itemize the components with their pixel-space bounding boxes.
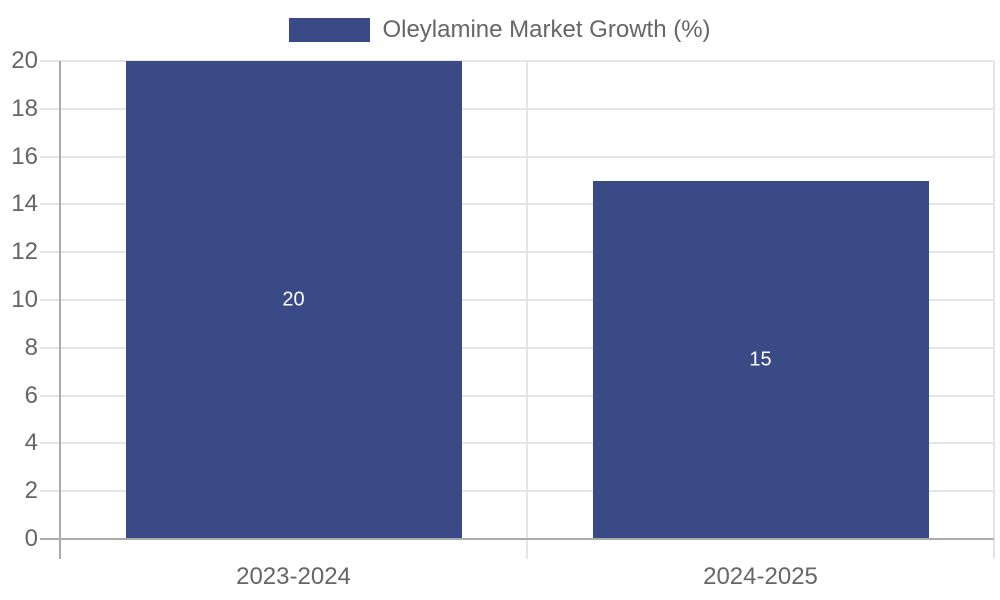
y-gridline [40,346,994,349]
legend-swatch [289,18,371,42]
y-axis-line [59,61,61,559]
bar-value-label: 20 [282,288,305,311]
x-tick-label: 2023-2024 [236,563,351,590]
category-boundary-gridline [526,61,528,559]
y-tick-label: 2 [24,477,38,505]
x-tick-label: 2024-2025 [703,563,818,590]
y-tick-label: 0 [24,525,38,552]
category-boundary-gridline [993,61,995,559]
y-gridline [40,203,994,206]
y-gridline [40,60,994,62]
legend[interactable]: Oleylamine Market Growth (%) [0,16,1000,44]
y-gridline [40,107,994,110]
y-tick-label: 10 [11,286,38,313]
x-axis-line [40,538,994,540]
legend-label: Oleylamine Market Growth (%) [382,16,711,43]
y-gridline [40,251,994,254]
y-tick-label: 14 [11,190,38,218]
y-gridline [40,490,994,493]
y-tick-label: 8 [24,333,38,361]
y-tick-label: 6 [24,381,38,409]
y-tick-label: 18 [11,94,38,122]
y-tick-label: 16 [11,142,38,170]
y-tick-label: 20 [11,47,38,74]
bar-value-label: 15 [749,348,772,371]
y-gridline [40,394,994,397]
y-gridline [40,442,994,445]
y-tick-label: 4 [24,429,38,457]
bar[interactable] [126,61,462,539]
y-gridline [40,155,994,158]
bar[interactable] [593,180,929,539]
y-tick-label: 12 [11,238,38,266]
y-gridline [40,299,994,301]
